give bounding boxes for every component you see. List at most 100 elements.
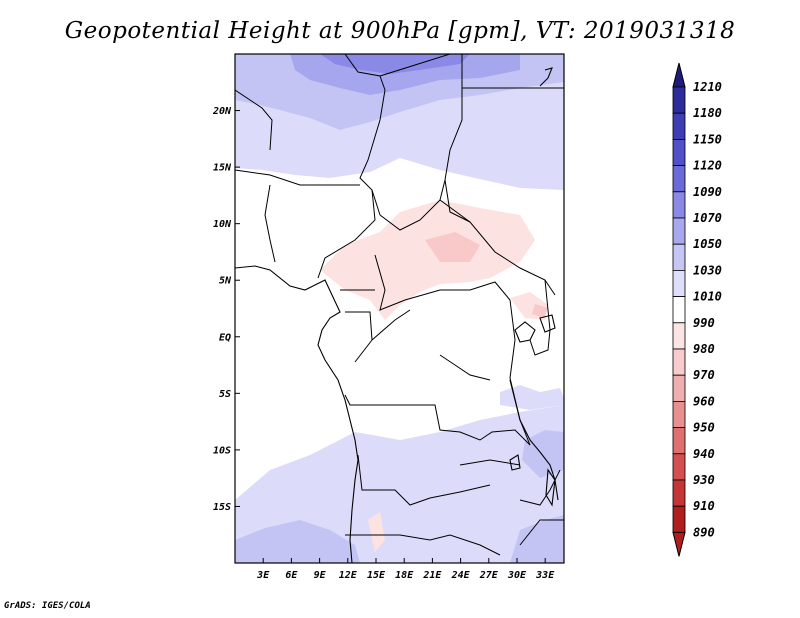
colorbar-label: 1150 bbox=[693, 132, 722, 146]
border-drc-interior bbox=[439, 354, 491, 381]
longitude-axis: 3E 6E 9E 12E 15E 18E 21E 24E 27E 30E 33E bbox=[256, 558, 555, 581]
border-sudan-chad-south bbox=[444, 179, 471, 223]
colorbar-segment bbox=[672, 322, 686, 350]
lat-tick-label: 20N bbox=[212, 106, 232, 117]
colorbar-segment bbox=[672, 86, 686, 114]
chart-title: Geopotential Height at 900hPa [gpm], VT:… bbox=[64, 18, 736, 44]
contour-fill-east-970 bbox=[532, 304, 548, 318]
colorbar-segment bbox=[672, 112, 686, 140]
colorbar-label: 1120 bbox=[693, 159, 722, 173]
border-zambia bbox=[459, 459, 521, 466]
colorbar-segment bbox=[672, 138, 686, 166]
border-mozambique bbox=[519, 519, 564, 546]
colorbar-label: 960 bbox=[693, 394, 715, 408]
lat-tick-label: 10N bbox=[213, 219, 232, 230]
colorbar: 1210 1180 1150 1120 1090 1070 1050 1030 1010 990 9… bbox=[672, 62, 722, 557]
contour-fill-central-970 bbox=[425, 232, 480, 262]
border-namibia bbox=[345, 534, 501, 556]
colorbar-segment bbox=[672, 427, 686, 455]
lat-tick-label: 10S bbox=[213, 445, 231, 456]
country-borders bbox=[235, 54, 564, 556]
colorbar-segment bbox=[672, 400, 686, 428]
lake-mweru bbox=[509, 454, 521, 471]
lon-tick-label: 33E bbox=[535, 570, 555, 581]
border-gabon-congo bbox=[345, 311, 373, 363]
colorbar-label: 1180 bbox=[693, 106, 722, 120]
border-nigeria-cameroon bbox=[317, 189, 376, 279]
contour-fill-sw-1030 bbox=[235, 520, 360, 563]
border-chad-sudan bbox=[439, 54, 463, 201]
border-uganda-kenya bbox=[529, 279, 551, 356]
border-angola-drc bbox=[344, 394, 531, 446]
map-frame bbox=[234, 53, 565, 564]
lon-tick-label: 21E bbox=[422, 570, 442, 581]
lake-victoria bbox=[539, 314, 556, 333]
border-car-drc bbox=[374, 254, 511, 311]
border-angola-zambia bbox=[357, 454, 491, 506]
contour-fill-se-1030 bbox=[510, 515, 564, 563]
colorbar-label: 1090 bbox=[693, 185, 722, 199]
lon-tick-label: 30E bbox=[507, 570, 527, 581]
latitude-axis: 20N 15N 10N 5N EQ 5S 10S 15S bbox=[212, 106, 240, 513]
lon-tick-label: 18E bbox=[395, 570, 414, 581]
colorbar-label: 910 bbox=[693, 499, 715, 513]
colorbar-segment bbox=[672, 505, 686, 533]
colorbar-segment bbox=[672, 348, 686, 376]
lat-tick-label: 15N bbox=[213, 163, 232, 174]
border-niger-chad bbox=[344, 54, 386, 216]
contour-fill-south-1010 bbox=[235, 405, 564, 563]
lat-tick-label: EQ bbox=[219, 332, 231, 343]
border-benin bbox=[264, 184, 276, 263]
lon-tick-label: 9E bbox=[314, 570, 327, 581]
contour-fill-e-1030 bbox=[522, 430, 564, 478]
colorbar-label: 1010 bbox=[693, 290, 722, 304]
colorbar-segment bbox=[672, 453, 686, 481]
colorbar-top-arrow bbox=[672, 62, 686, 88]
colorbar-label: 1030 bbox=[693, 263, 722, 277]
coastline-lake-tanganyika bbox=[509, 379, 559, 501]
colorbar-label: 890 bbox=[693, 525, 715, 539]
border-congo-drc bbox=[371, 309, 411, 341]
colorbar-segment bbox=[672, 479, 686, 507]
lon-tick-label: 24E bbox=[451, 570, 471, 581]
footer-credit: GrADS: IGES/COLA bbox=[4, 601, 91, 611]
lon-tick-label: 12E bbox=[339, 570, 358, 581]
coastline bbox=[235, 67, 559, 563]
border-mali-niger bbox=[235, 89, 273, 151]
colorbar-segment bbox=[672, 243, 686, 271]
colorbar-label: 1210 bbox=[693, 80, 722, 94]
colorbar-label: 1050 bbox=[693, 237, 722, 251]
border-libya-niger bbox=[379, 54, 451, 77]
contour-fill-south-980 bbox=[368, 512, 385, 552]
border-nigeria-north bbox=[235, 169, 360, 186]
colorbar-label: 970 bbox=[693, 368, 715, 382]
colorbar-label: 940 bbox=[693, 447, 715, 461]
colorbar-label: 980 bbox=[693, 342, 715, 356]
colorbar-bottom-arrow bbox=[672, 531, 686, 557]
band-970-980-fill bbox=[425, 232, 548, 318]
border-drc-east bbox=[509, 299, 531, 446]
colorbar-label: 990 bbox=[693, 316, 715, 330]
colorbar-segment bbox=[672, 296, 686, 324]
colorbar-label: 930 bbox=[693, 473, 715, 487]
colorbar-label: 950 bbox=[693, 421, 715, 435]
lon-tick-label: 15E bbox=[367, 570, 386, 581]
lake-malawi bbox=[545, 468, 556, 507]
lat-tick-label: 5S bbox=[219, 389, 231, 400]
lon-tick-label: 27E bbox=[479, 570, 499, 581]
colorbar-segment bbox=[672, 191, 686, 219]
coastline-west bbox=[235, 265, 359, 563]
lat-tick-label: 15S bbox=[213, 502, 231, 513]
lon-tick-label: 6E bbox=[285, 570, 298, 581]
colorbar-segment bbox=[672, 165, 686, 193]
lon-tick-label: 3E bbox=[256, 570, 270, 581]
colorbar-segment bbox=[672, 269, 686, 297]
colorbar-label: 1070 bbox=[693, 211, 722, 225]
lat-tick-label: 5N bbox=[219, 276, 232, 287]
colorbar-segment bbox=[672, 374, 686, 402]
coastline-red-sea bbox=[539, 67, 553, 87]
map-area bbox=[235, 54, 564, 563]
colorbar-segment bbox=[672, 217, 686, 245]
lake-edward bbox=[514, 321, 536, 343]
